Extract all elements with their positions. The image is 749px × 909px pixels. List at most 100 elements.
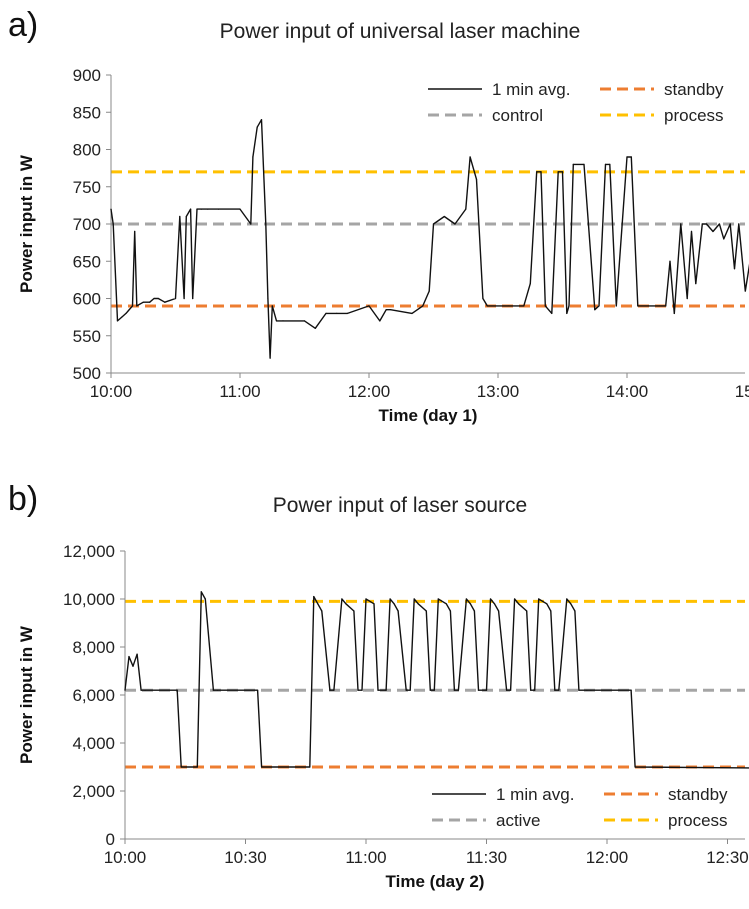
data-point — [271, 305, 273, 307]
data-point — [217, 208, 220, 210]
data-point — [647, 305, 650, 307]
y-tick-label: 600 — [73, 290, 101, 309]
data-point — [530, 689, 532, 691]
data-point — [570, 603, 572, 605]
data-point — [729, 223, 731, 225]
data-point — [417, 603, 419, 605]
panel-a-label: a) — [8, 6, 39, 44]
data-point — [357, 689, 359, 691]
data-point — [131, 305, 134, 307]
y-tick-label: 12,000 — [63, 542, 115, 561]
data-point — [695, 283, 697, 285]
y-tick-label: 900 — [73, 66, 101, 85]
data-point — [121, 316, 123, 318]
data-point — [738, 223, 740, 225]
data-point — [554, 689, 556, 691]
x-tick-label: 15:00 — [735, 382, 749, 401]
data-point — [673, 312, 675, 314]
x-axis-title: Time (day 1) — [379, 406, 478, 425]
data-point — [449, 610, 451, 612]
data-point — [594, 309, 596, 311]
data-point — [558, 689, 560, 691]
data-point — [189, 208, 192, 210]
data-point — [174, 297, 177, 300]
data-point — [550, 610, 552, 612]
x-tick-label: 10:30 — [224, 848, 267, 867]
data-point — [409, 689, 411, 691]
data-point — [204, 598, 206, 600]
data-point — [176, 689, 178, 691]
data-point — [200, 591, 202, 593]
data-point — [540, 171, 542, 173]
legend-label: standby — [664, 80, 724, 99]
data-point — [267, 297, 269, 300]
panel-b-label: b) — [8, 480, 39, 518]
legend-label: 1 min avg. — [492, 80, 570, 99]
data-point — [453, 689, 455, 691]
data-point — [389, 598, 391, 600]
y-tick-label: 4,000 — [72, 734, 115, 753]
data-point — [508, 305, 510, 307]
x-tick-label: 12:30 — [706, 848, 749, 867]
data-point — [514, 598, 516, 600]
data-point — [469, 603, 472, 605]
data-point — [411, 312, 413, 314]
data-point — [422, 305, 424, 307]
data-point — [705, 223, 708, 225]
data-point — [212, 689, 214, 691]
data-point — [485, 689, 488, 691]
data-point — [385, 309, 387, 311]
series-line — [124, 591, 749, 769]
data-point — [489, 598, 492, 600]
data-point — [207, 208, 209, 210]
y-tick-label: 650 — [73, 252, 101, 271]
data-point — [566, 312, 568, 314]
data-point — [269, 357, 271, 359]
data-point — [658, 305, 660, 307]
data-point — [125, 312, 127, 314]
data-point — [465, 208, 467, 210]
data-point — [110, 208, 112, 210]
data-point — [275, 320, 278, 322]
data-point — [124, 689, 126, 691]
data-point — [665, 305, 667, 307]
data-point — [389, 309, 392, 311]
data-point — [686, 297, 688, 300]
data-point — [134, 230, 136, 233]
data-point — [493, 603, 496, 605]
legend-label: standby — [668, 785, 728, 804]
data-point — [482, 297, 484, 300]
x-tick-label: 11:00 — [219, 382, 260, 401]
y-tick-label: 6,000 — [72, 686, 115, 705]
data-point — [260, 766, 263, 768]
data-point — [157, 297, 159, 300]
chart-a: 500 550 600 650 700 750 800 850 900 10:00 11:00 12:… — [17, 66, 749, 425]
legend-label: process — [668, 811, 728, 830]
data-point — [313, 596, 315, 598]
data-point — [505, 689, 508, 691]
y-tick-label: 0 — [106, 830, 115, 849]
data-point — [345, 603, 347, 605]
data-point — [336, 312, 338, 314]
data-point — [303, 320, 306, 322]
y-tick-label: 2,000 — [72, 782, 115, 801]
legend-label: control — [492, 106, 543, 125]
data-point — [566, 598, 568, 600]
data-point — [626, 156, 628, 158]
data-point — [365, 598, 367, 600]
data-point — [153, 297, 155, 300]
data-point — [630, 689, 632, 691]
series-line — [110, 118, 749, 359]
data-point — [397, 610, 399, 612]
data-point — [701, 223, 703, 225]
data-point — [196, 766, 198, 768]
data-point — [586, 689, 588, 691]
data-point — [250, 223, 252, 225]
data-point — [136, 305, 138, 307]
y-tick-label: 8,000 — [72, 638, 115, 657]
data-point — [634, 766, 636, 768]
data-point — [561, 171, 564, 173]
data-point — [538, 598, 540, 600]
x-tick-label: 13:00 — [477, 382, 520, 401]
